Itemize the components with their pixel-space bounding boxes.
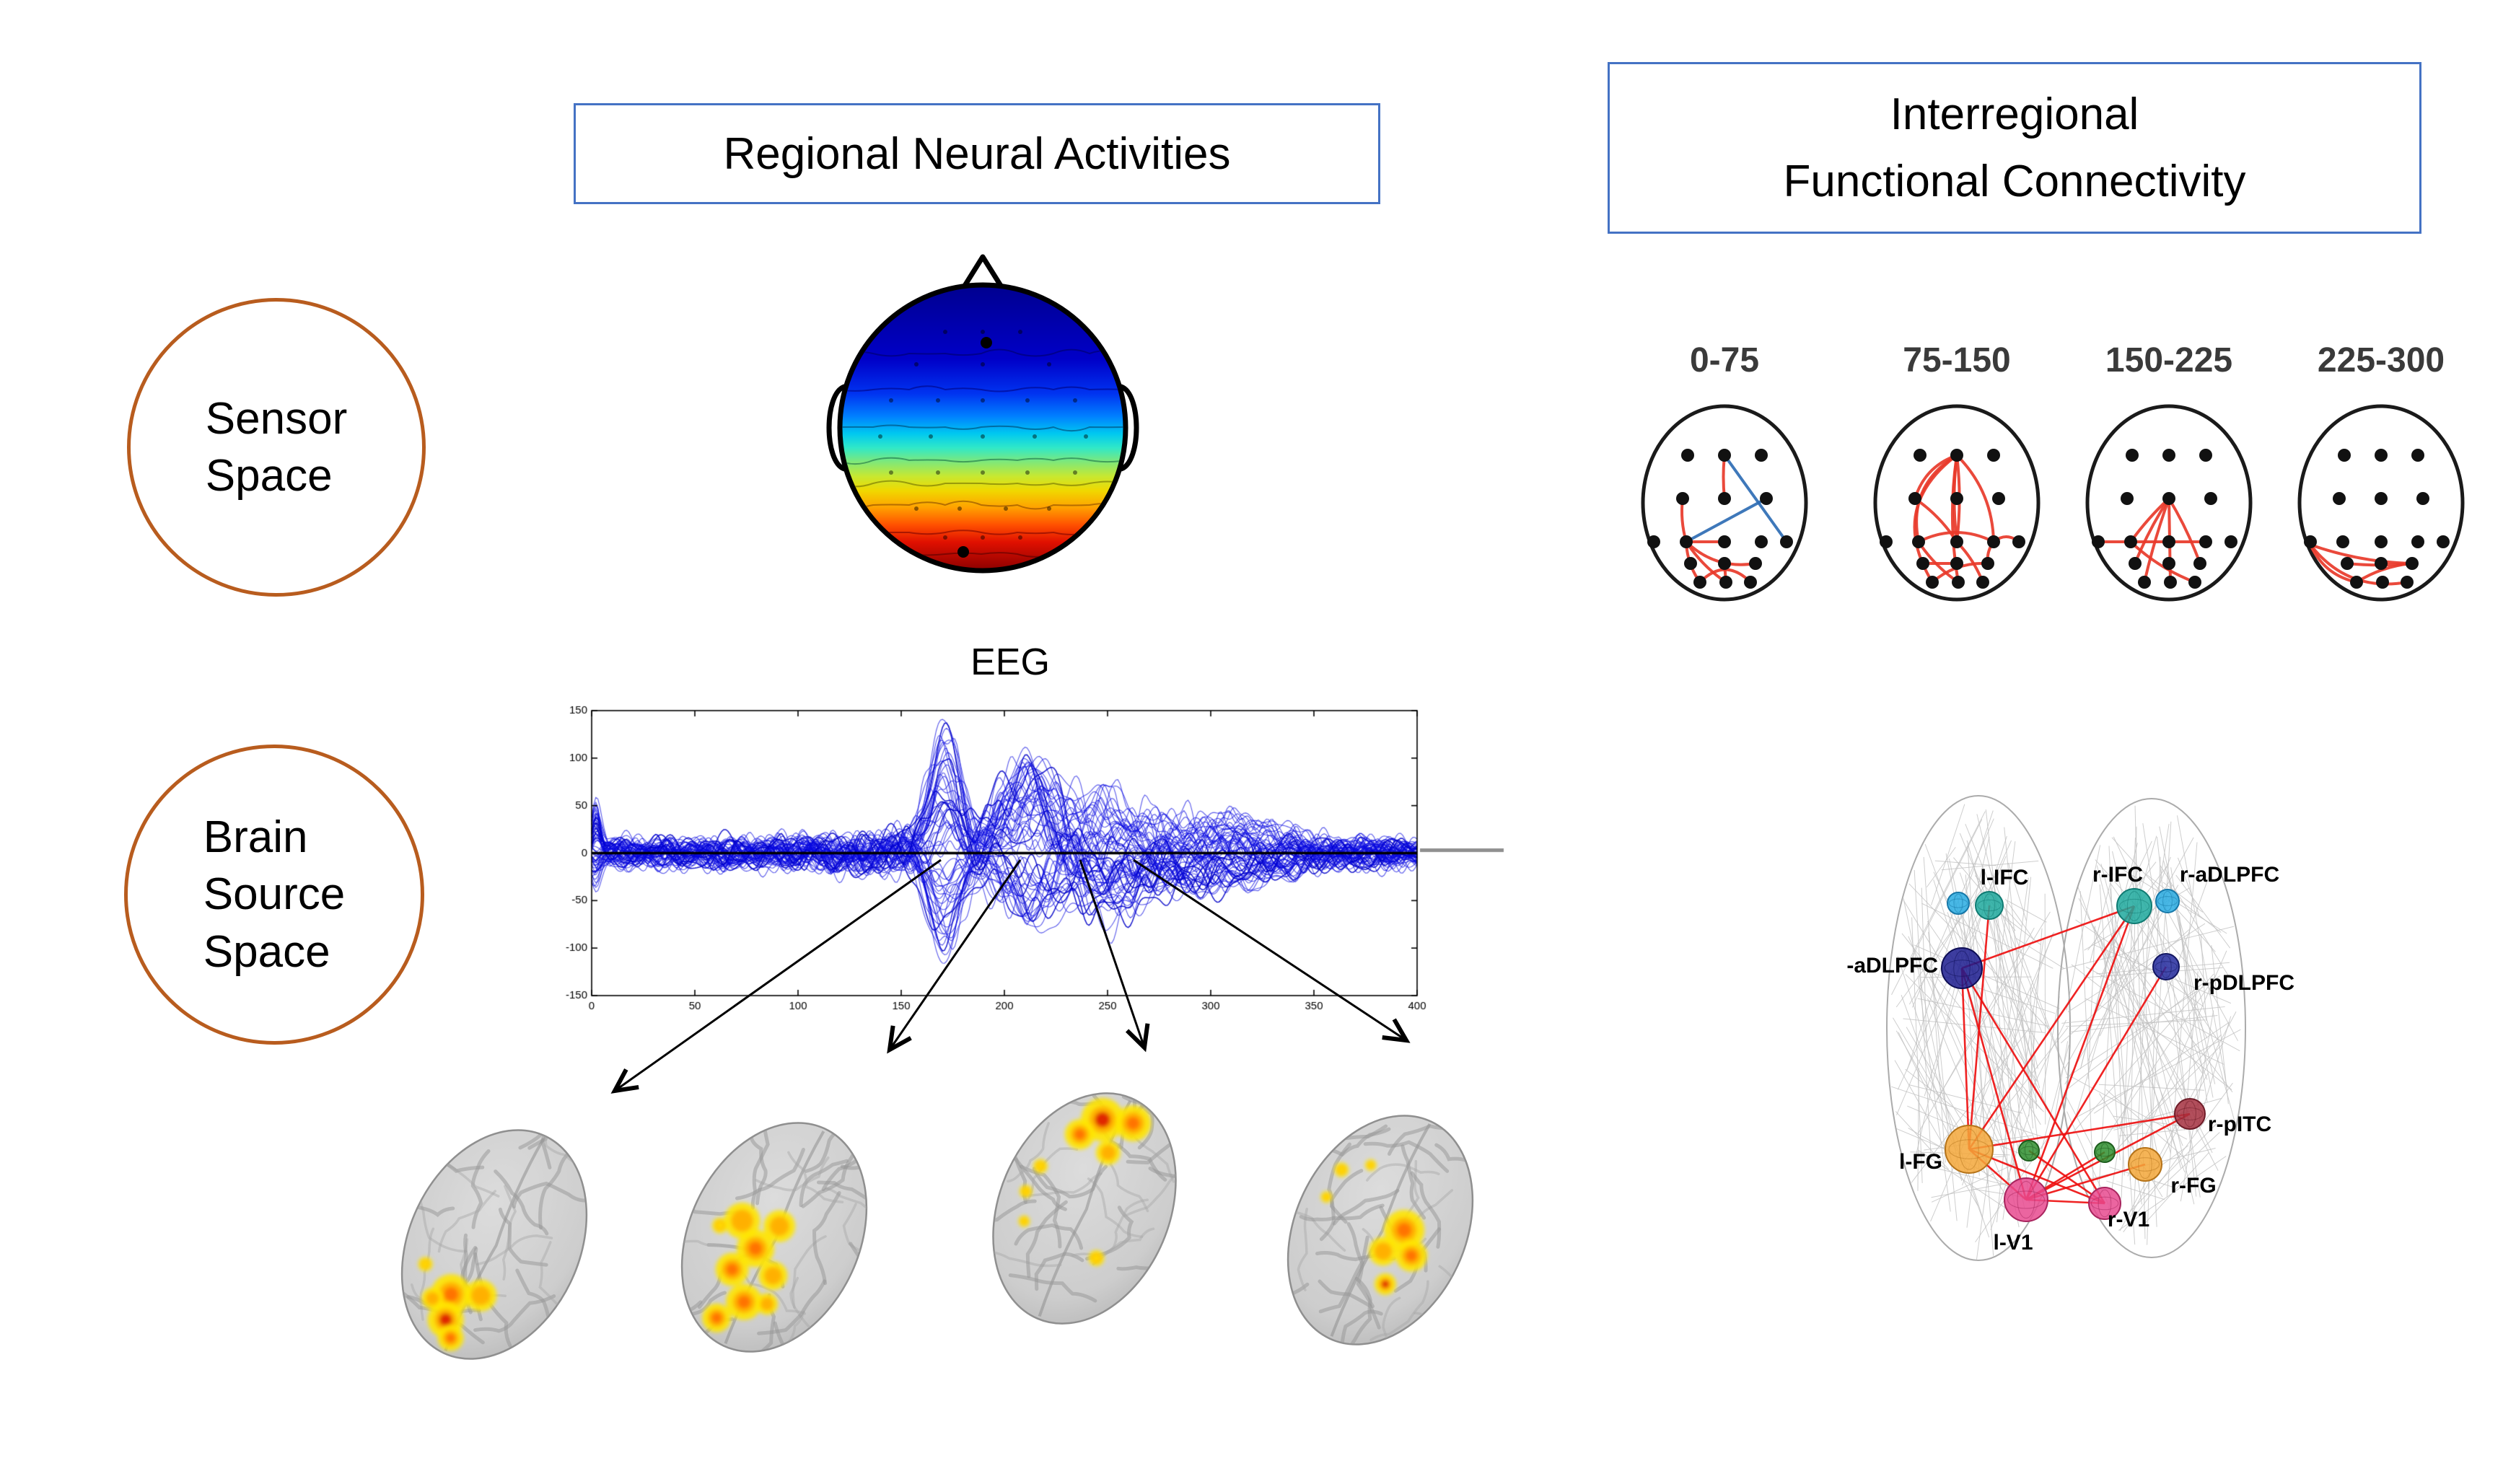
eeg-scalp-topography-map (826, 254, 1139, 574)
node-r-IFC (2116, 888, 2152, 924)
brain-source-space-label: Brain Source Space (203, 812, 346, 977)
edge-l-FG-r-pITC (1968, 1112, 2191, 1151)
activation-blobs (1018, 1098, 1152, 1266)
node-label-r-FG: r-FG (2170, 1174, 2216, 1198)
node-r-pDLPFC (2152, 953, 2180, 980)
node-l-V1 (2004, 1177, 2048, 1222)
sensor-space-circle: Sensor Space (127, 298, 426, 597)
brain-wireframe-mesh (1886, 795, 2246, 1261)
node-label-r-V1: r-V1 (2108, 1208, 2149, 1231)
time-window-label-150-225: 150-225 (2105, 341, 2232, 379)
node-r-FG (2128, 1147, 2162, 1182)
node-label-r-pITC: r-pITC (2208, 1112, 2271, 1136)
edge-l-IFC-l-FG (1968, 905, 1991, 1150)
regional-title-text: Regional Neural Activities (723, 128, 1231, 179)
node-l-FG (1945, 1125, 1994, 1174)
sensor-space-label: Sensor Space (205, 393, 348, 501)
activation-blobs (1320, 1159, 1428, 1295)
node-cyan-l (1947, 892, 1970, 915)
node-label-r-pDLPFC: r-pDLPFC (2193, 971, 2294, 995)
source-brain-map-2 (646, 1092, 903, 1382)
time-window-head-0-75 (1641, 404, 1808, 602)
node-green-l (2018, 1140, 2040, 1162)
brain-source-space-circle: Brain Source Space (124, 745, 424, 1045)
time-window-head-225-300 (2297, 404, 2465, 602)
interregional-title-line1: Interregional (1890, 89, 2139, 139)
source-brain-map-3 (959, 1066, 1210, 1349)
network-nodes (1941, 888, 2206, 1222)
activation-blobs (418, 1257, 497, 1351)
node-label-r-aDLPFC: r-aDLPFC (2180, 863, 2279, 887)
source-brain-map-1 (380, 1099, 597, 1360)
source-brain-map-4 (1252, 1115, 1507, 1374)
edge-l-aDLPFC-l-V1 (1960, 967, 2028, 1200)
eeg-butterfly-plot (548, 696, 1530, 1035)
node-l-aDLPFC (1941, 947, 1983, 989)
interregional-connectivity-title-box: Interregional Functional Connectivity (1608, 62, 2421, 234)
node-l-IFC (1975, 891, 2004, 920)
edge-l-aDLPFC-r-V1 (1960, 967, 2106, 1204)
edge-l-aDLPFC-l-FG (1960, 967, 1971, 1150)
edge-r-IFC-l-FG (1968, 905, 2136, 1150)
node-label-l-FG: l-FG (1899, 1150, 1942, 1174)
time-window-head-150-225 (2085, 404, 2253, 602)
time-window-head-75-150 (1873, 404, 2041, 602)
edge-r-IFC-l-V1 (2025, 905, 2136, 1200)
node-green-r (2094, 1141, 2116, 1163)
topo-contour-lines (842, 330, 1123, 558)
eeg-plot-title: EEG (970, 641, 1050, 683)
interregional-title-line2: Functional Connectivity (1783, 157, 2246, 206)
edge-l-V1-r-pDLPFC (2025, 966, 2167, 1200)
regional-neural-activities-title-box: Regional Neural Activities (574, 103, 1380, 204)
node-label-l-V1: l-V1 (1993, 1231, 2033, 1255)
time-window-label-75-150: 75-150 (1903, 341, 2010, 379)
time-window-label-225-300: 225-300 (2318, 341, 2445, 379)
node-r-pITC (2174, 1098, 2206, 1130)
time-window-label-0-75: 0-75 (1690, 341, 1759, 379)
connectivity-time-window-heads: 0-75 75-150 150-225 225-300 (1641, 341, 2465, 602)
activation-blobs (702, 1203, 796, 1332)
node-r-V1 (2088, 1187, 2121, 1220)
edge-l-aDLPFC-r-IFC (1961, 905, 2135, 970)
node-label-l-IFC: l-IFC (1981, 866, 2029, 890)
node-label-l-aDLPFC: l-aDLPFC (1847, 954, 1938, 978)
node-r-aDLPFC (2155, 889, 2180, 913)
node-label-r-IFC: r-IFC (2092, 863, 2143, 887)
functional-connectivity-network: l-IFC r-IFC r-aDLPFC l-aDLPFC r-pDLPFC r-pITC… (1847, 795, 2294, 1261)
